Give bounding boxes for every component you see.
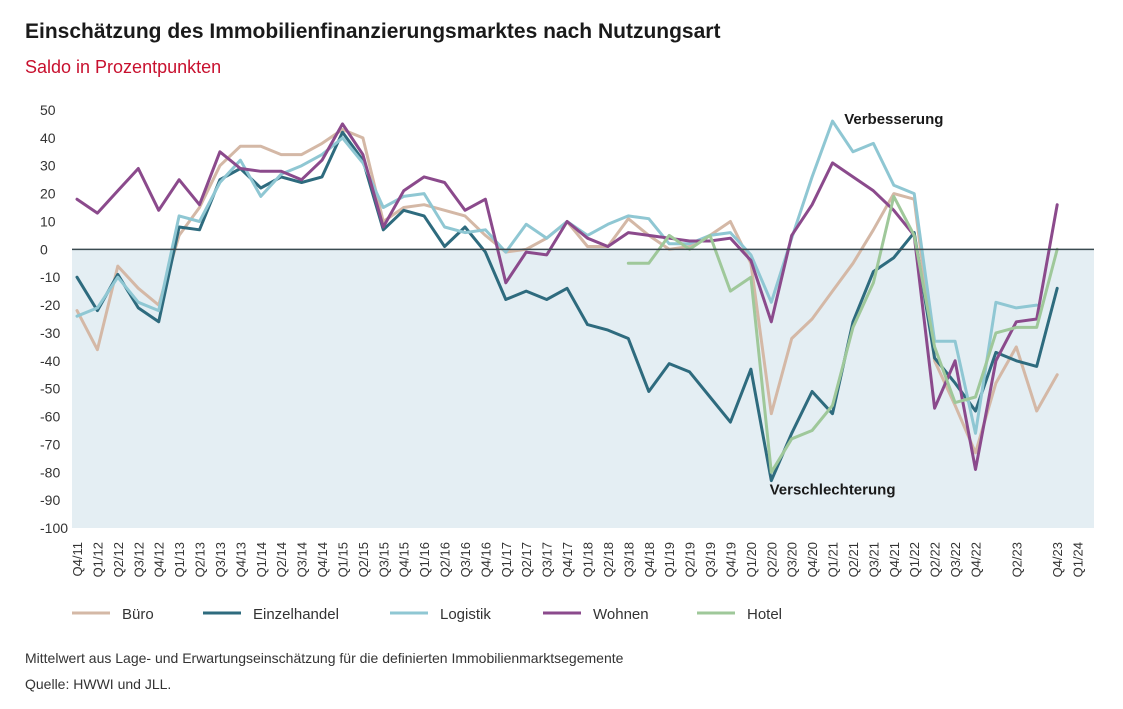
legend-label: Hotel	[747, 606, 782, 623]
x-tick-label: Q2/20	[764, 542, 779, 577]
x-tick-label: Q2/17	[519, 542, 534, 577]
y-tick-label: 10	[40, 213, 56, 229]
x-tick-label: Q2/21	[846, 542, 861, 577]
line-chart: 50 40 30 20 10 0 -10 -20 -30 -40 -50 -60 -70 -80 -90 -1…	[40, 102, 1094, 623]
series-line-hotel	[626, 194, 1059, 474]
x-tick-label: Q4/19	[723, 542, 738, 577]
x-tick-label: Q4/18	[642, 542, 657, 577]
x-tick-label: Q4/15	[397, 542, 412, 577]
y-tick-label: -40	[40, 353, 60, 369]
x-tick-label: Q1/22	[907, 542, 922, 577]
y-tick-label: -60	[40, 409, 60, 425]
x-tick-label: Q1/12	[90, 542, 105, 577]
x-tick-label: Q1/13	[172, 542, 187, 577]
x-tick-label: Q1/15	[335, 542, 350, 577]
x-tick-label: Q2/15	[356, 542, 371, 577]
annotation-label: Verbesserung	[844, 111, 943, 128]
footnote: Mittelwert aus Lage- und Erwartungseinsc…	[25, 650, 624, 666]
x-tick-label: Q3/12	[131, 542, 146, 577]
chart-subtitle: Saldo in Prozentpunkten	[25, 57, 222, 77]
x-tick-label: Q2/18	[601, 542, 616, 577]
x-tick-label: Q4/16	[478, 542, 493, 577]
y-tick-label: -50	[40, 381, 60, 397]
x-tick-label: Q3/13	[213, 542, 228, 577]
x-tick-label: Q4/22	[968, 542, 983, 577]
x-tick-label: Q2/19	[683, 542, 698, 577]
y-tick-label: 50	[40, 102, 56, 118]
x-tick-label: Q1/21	[826, 542, 841, 577]
x-tick-label: Q4/14	[315, 542, 330, 577]
x-tick-label: Q2/22	[928, 542, 943, 577]
series-line-wohnen	[75, 122, 1059, 471]
y-tick-label: -30	[40, 325, 60, 341]
x-tick-label: Q3/19	[703, 542, 718, 577]
x-tick-label: Q4/13	[233, 542, 248, 577]
legend-label: Einzelhandel	[253, 606, 339, 623]
y-tick-label: -70	[40, 436, 60, 452]
x-tick-label: Q4/17	[560, 542, 575, 577]
x-tick-label: Q3/15	[376, 542, 391, 577]
x-tick-label: Q4/12	[152, 542, 167, 577]
x-tick-label: Q3/17	[540, 542, 555, 577]
x-tick-label: Q4/20	[805, 542, 820, 577]
x-tick-label: Q3/22	[948, 542, 963, 577]
x-tick-label: Q3/14	[295, 542, 310, 577]
legend-label: Wohnen	[593, 606, 649, 623]
y-tick-label: 40	[40, 130, 56, 146]
x-tick-label: Q1/20	[744, 542, 759, 577]
x-tick-label: Q2/16	[438, 542, 453, 577]
x-tick-label: Q3/18	[621, 542, 636, 577]
x-tick-label: Q1/19	[662, 542, 677, 577]
x-tick-label: Q1/16	[417, 542, 432, 577]
x-tick-label: Q3/16	[458, 542, 473, 577]
y-tick-label: 0	[40, 241, 48, 257]
y-tick-label: 30	[40, 158, 56, 174]
x-tick-label: Q2/14	[274, 542, 289, 577]
x-tick-label: Q2/23	[1009, 542, 1024, 577]
annotation-label: Verschlechterung	[770, 482, 896, 499]
source-note: Quelle: HWWI und JLL.	[25, 676, 172, 692]
y-tick-label: -80	[40, 464, 60, 480]
x-tick-label: Q4/11	[70, 542, 85, 576]
x-tick-label: Q2/12	[111, 542, 126, 577]
y-tick-label: -90	[40, 492, 60, 508]
y-tick-label: -10	[40, 269, 60, 285]
x-tick-label: Q1/17	[499, 542, 514, 577]
x-tick-label: Q1/14	[254, 542, 269, 577]
x-tick-label: Q4/23	[1050, 542, 1065, 577]
x-tick-label: Q1/18	[581, 542, 596, 577]
y-tick-label: 20	[40, 186, 56, 202]
x-tick-label: Q3/20	[785, 542, 800, 577]
negative-area-shade	[72, 249, 1094, 529]
x-tick-label: Q3/21	[866, 542, 881, 577]
legend-label: Büro	[122, 606, 154, 623]
legend-label: Logistik	[440, 606, 491, 623]
y-tick-label: -100	[40, 520, 68, 536]
x-tick-label: Q2/13	[193, 542, 208, 577]
x-tick-label: Q1/24	[1071, 542, 1086, 577]
x-tick-label: Q4/21	[887, 542, 902, 577]
chart-title: Einschätzung des Immobilienfinanzierungs…	[25, 20, 721, 43]
y-tick-label: -20	[40, 297, 60, 313]
